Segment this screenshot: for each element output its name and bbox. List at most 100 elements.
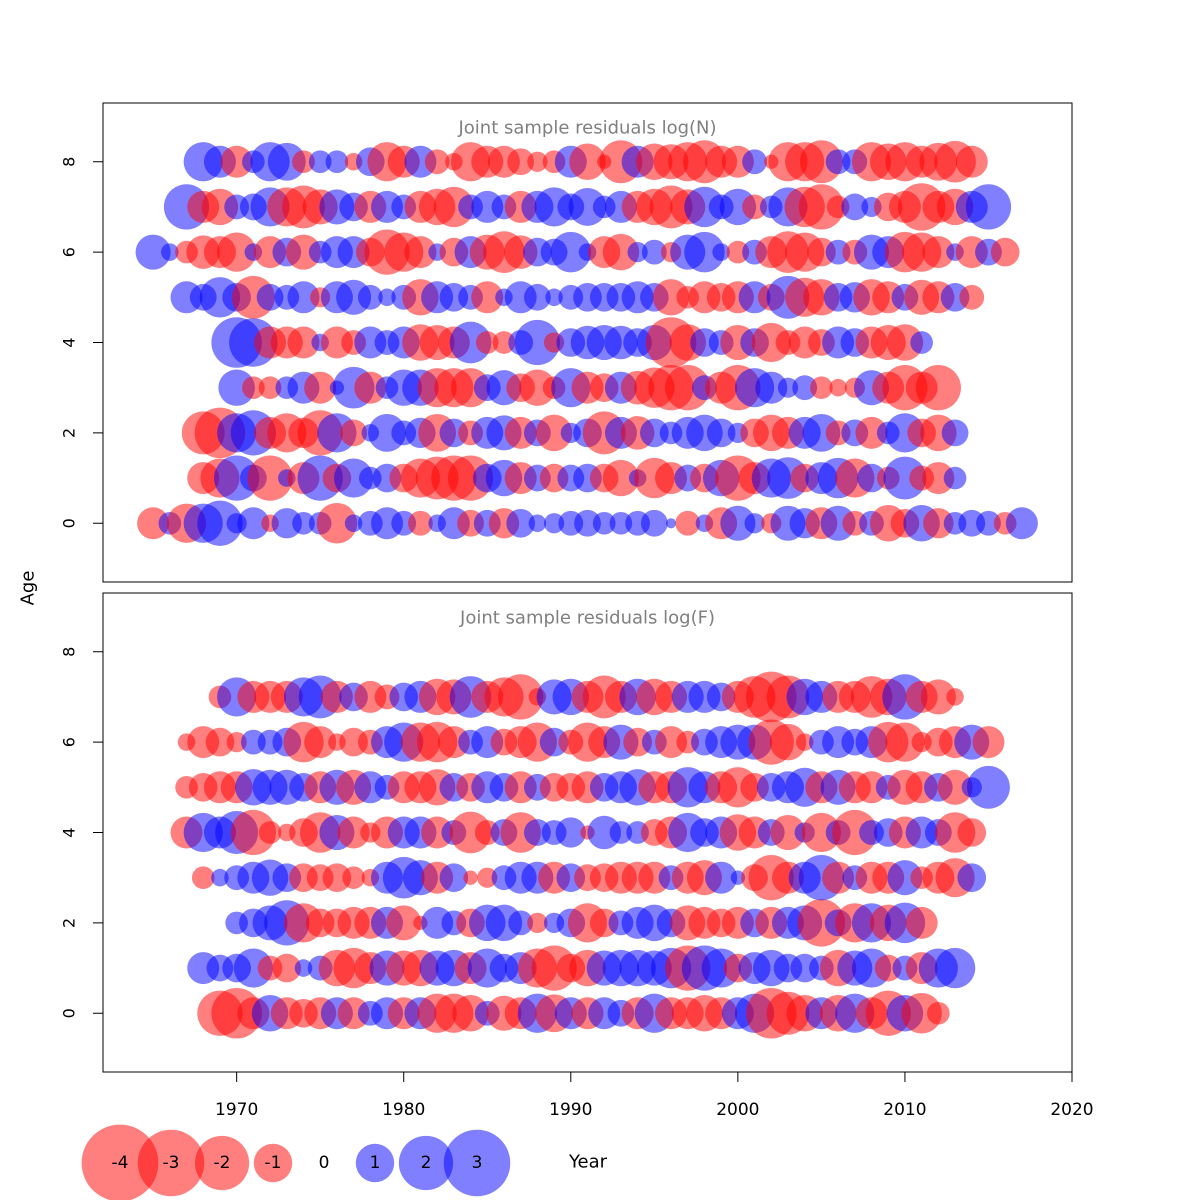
y-tick-label: 8: [60, 647, 79, 657]
bubble-negative: [386, 905, 422, 941]
bubble-positive: [1005, 507, 1038, 540]
bubble-positive: [957, 863, 987, 892]
y-tick-label: 2: [60, 428, 79, 438]
bubble-negative: [798, 184, 845, 230]
bubble-negative: [922, 462, 955, 495]
bubble-negative: [242, 376, 265, 400]
bubble-positive: [712, 243, 730, 261]
legend-bubble: [194, 1135, 250, 1191]
bubble-negative: [829, 378, 847, 397]
bubble-positive: [294, 959, 313, 977]
bubble-positive: [161, 243, 179, 261]
bubble-negative: [322, 863, 352, 892]
x-axis-label: Year: [568, 1152, 608, 1173]
x-tick-label: 2010: [883, 1100, 926, 1120]
bubble-negative: [915, 365, 961, 411]
bubble-negative: [337, 816, 370, 849]
bubble-negative: [471, 281, 504, 314]
bubble-positive: [966, 765, 1010, 809]
bubble-positive: [705, 861, 738, 894]
bubble-negative: [404, 236, 437, 269]
y-tick-label: 0: [60, 518, 79, 528]
bubble-negative: [855, 416, 888, 449]
bubble-positive: [439, 863, 469, 892]
bubble-negative: [304, 371, 337, 404]
bubble-negative: [247, 455, 293, 501]
bubble-positive: [211, 868, 229, 887]
bubble-positive: [568, 188, 607, 226]
bubble-negative: [810, 376, 833, 400]
bubble-negative: [217, 232, 257, 272]
bubble-negative: [527, 912, 548, 933]
bubble-positive: [609, 821, 633, 844]
x-tick-label: 2020: [1050, 1100, 1093, 1120]
bubble-positive: [943, 466, 967, 490]
bubble-positive: [197, 500, 243, 546]
x-tick-label: 1980: [382, 1100, 425, 1120]
x-tick-label: 1990: [549, 1100, 592, 1120]
panel-title: Joint sample residuals log(F): [459, 608, 715, 629]
bubble-positive: [720, 505, 756, 541]
bubble-positive: [941, 419, 969, 447]
legend-bubble: [137, 1129, 205, 1197]
y-tick-label: 4: [60, 827, 79, 837]
bubble-positive: [574, 509, 601, 537]
bubble-positive: [742, 149, 767, 175]
bubble-positive: [640, 509, 668, 537]
y-tick-label: 6: [60, 247, 79, 257]
bubble-negative: [795, 733, 814, 751]
bubble-positive: [587, 815, 621, 850]
bubble-positive: [237, 507, 270, 540]
bubble-negative: [342, 866, 365, 890]
bubble-negative: [258, 376, 282, 400]
bubble-negative: [770, 814, 806, 851]
bubble-positive: [287, 281, 320, 314]
bubble-negative: [507, 148, 535, 176]
bubble-positive: [792, 375, 818, 401]
bubble-positive: [550, 231, 592, 273]
legend-label: -1: [265, 1153, 282, 1173]
bubble-negative: [569, 143, 606, 180]
bubble-negative: [287, 326, 320, 359]
bubble-positive: [744, 513, 765, 534]
bubble-negative: [602, 459, 640, 497]
bubble-negative: [205, 727, 235, 757]
bubble-negative: [424, 149, 450, 175]
bubble-positive: [609, 511, 633, 535]
bubble-positive: [592, 511, 616, 535]
legend-bubble: [81, 1124, 159, 1202]
bubble-negative: [535, 414, 573, 452]
bubble-negative: [304, 726, 337, 759]
bubble-negative: [316, 503, 358, 544]
bubble-positive: [135, 234, 171, 270]
bubble-negative: [272, 953, 302, 983]
bubble-positive: [267, 142, 306, 181]
bubble-positive: [218, 369, 255, 406]
bubble-negative: [742, 194, 767, 220]
bubble-negative: [258, 821, 282, 844]
bubble-negative: [477, 867, 498, 888]
bubble-negative: [905, 906, 938, 939]
bubble-positive: [706, 418, 736, 448]
bubble-negative: [519, 369, 556, 406]
bubble-negative: [655, 726, 688, 759]
bubble-negative: [285, 234, 322, 270]
bubble-negative: [354, 371, 387, 404]
bubble-positive: [344, 514, 363, 533]
bubble-positive: [508, 910, 534, 936]
bubble-positive: [543, 513, 565, 534]
legend-label: -2: [214, 1153, 231, 1173]
panel-title: Joint sample residuals log(N): [457, 118, 716, 139]
bubble-positive: [684, 231, 725, 273]
bubble-positive: [506, 508, 535, 538]
bubble-negative: [959, 284, 985, 310]
bubble-positive: [910, 331, 933, 354]
bubble-negative: [463, 870, 478, 885]
legend-label: 2: [421, 1153, 432, 1173]
legend-label: 0: [319, 1153, 330, 1173]
bubble-positive: [308, 150, 332, 174]
x-tick-label: 2000: [716, 1100, 759, 1120]
y-axis-label: Age: [18, 571, 39, 606]
y-tick-label: 4: [60, 337, 79, 347]
legend-label: -4: [112, 1153, 129, 1173]
